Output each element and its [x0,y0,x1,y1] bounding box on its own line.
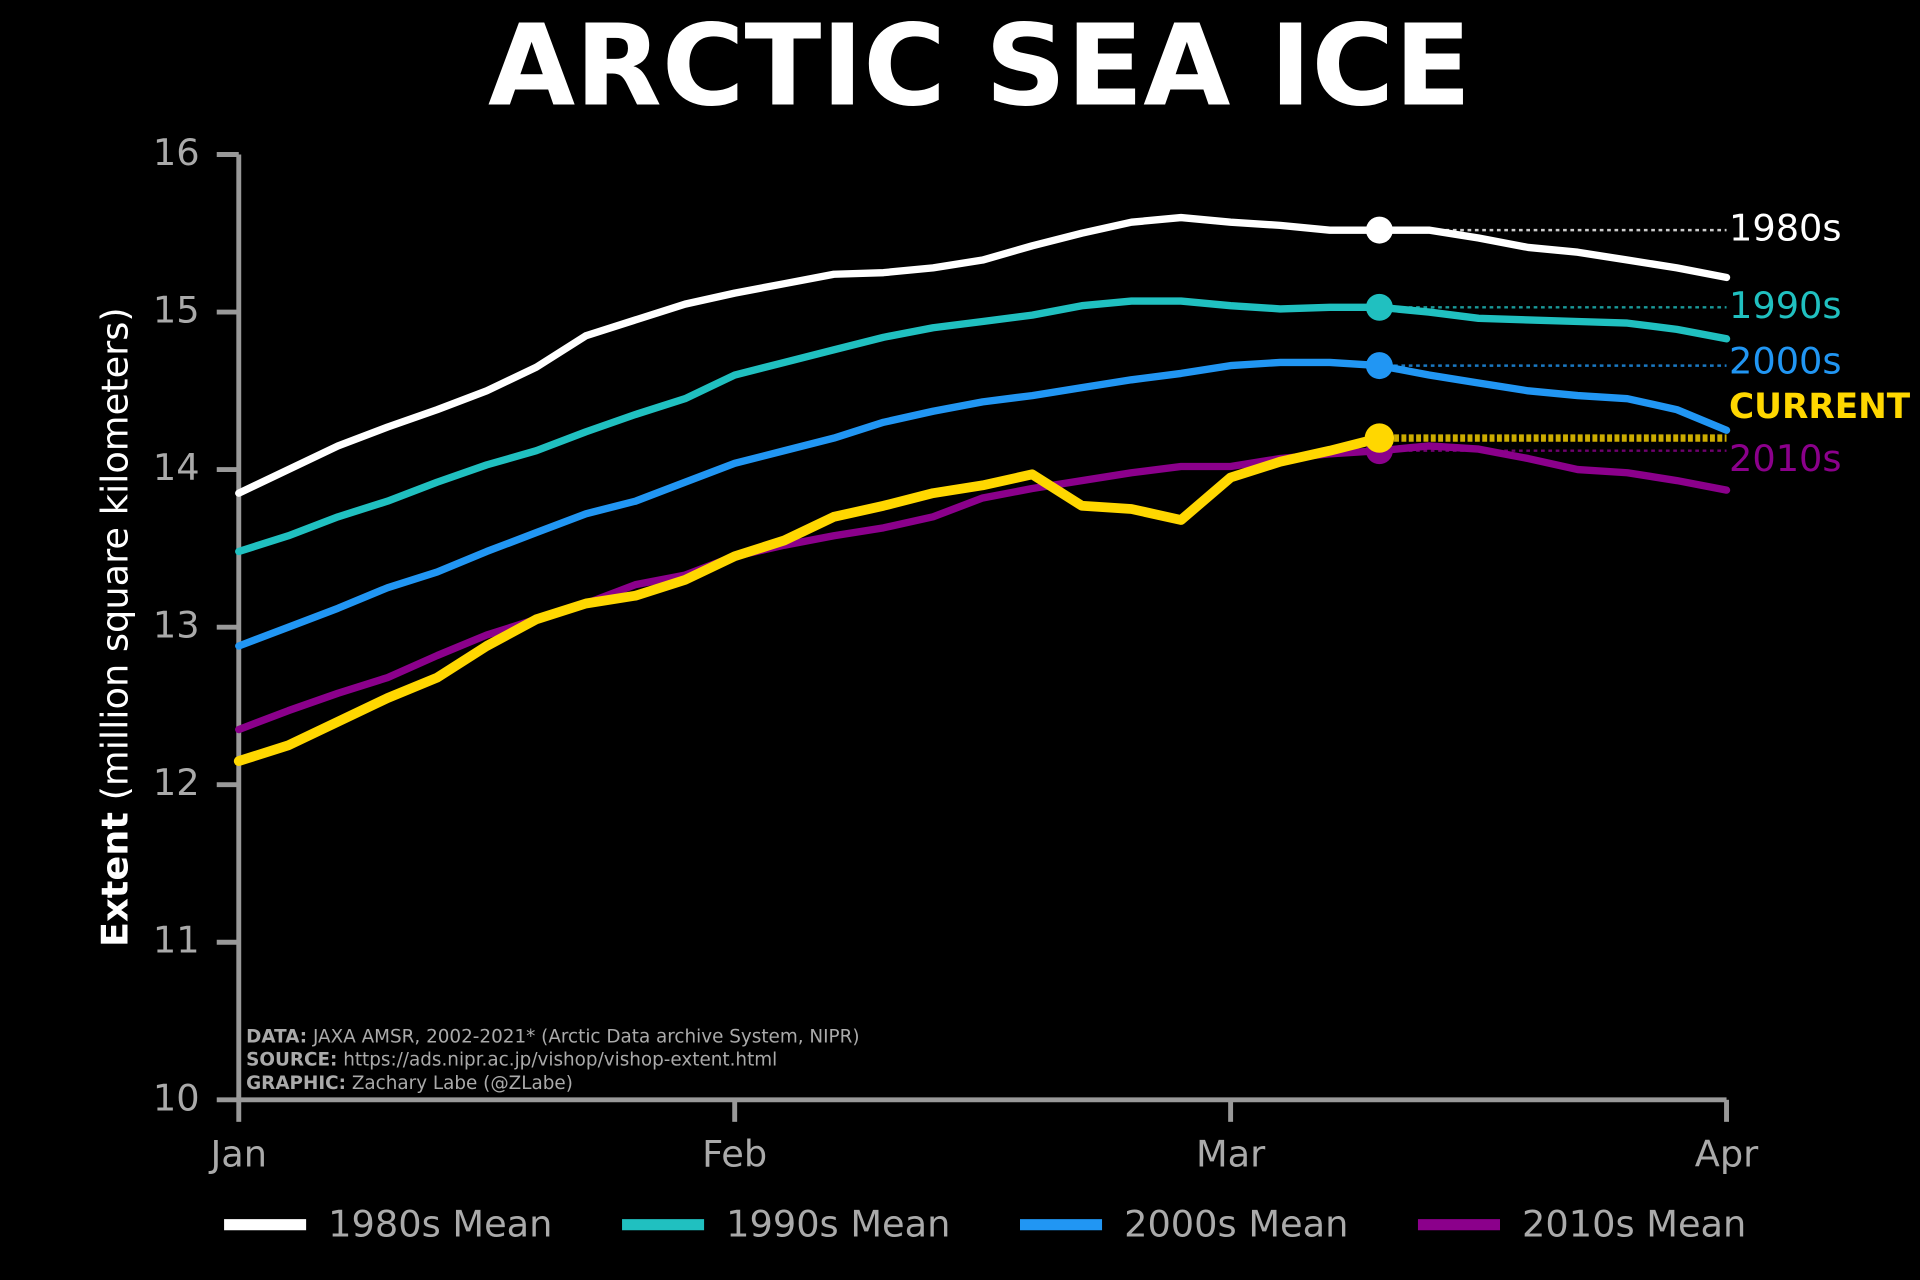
x-tick-label: Jan [208,1133,267,1176]
legend-label: 1990s Mean [726,1202,950,1245]
source-note: GRAPHIC: Zachary Labe (@ZLabe) [246,1073,573,1094]
x-tick-label: Feb [702,1133,767,1176]
y-tick-label: 11 [153,919,200,962]
end-marker [1365,293,1393,321]
y-tick-label: 16 [153,131,200,174]
end-marker [1364,423,1395,453]
source-note-text: JAXA AMSR, 2002-2021* (Arctic Data archi… [312,1026,860,1047]
series-line [233,433,1385,766]
source-note-label: GRAPHIC: [246,1073,346,1094]
y-tick-label: 14 [153,446,200,489]
x-tick-label: Apr [1695,1133,1759,1176]
end-label: 2010s [1729,437,1842,480]
legend-label: 2010s Mean [1522,1202,1746,1245]
end-label: CURRENT [1729,387,1911,427]
series-line [235,442,1731,734]
source-note-label: SOURCE: [246,1050,337,1071]
legend-label: 1980s Mean [328,1202,552,1245]
y-axis-title-bold: Extent [93,812,136,947]
end-label: 1990s [1729,284,1842,327]
y-tick-label: 10 [153,1076,200,1119]
series-line [235,213,1731,497]
y-axis-title-rest: (million square kilometers) [93,307,136,800]
y-tick-label: 15 [153,289,200,332]
chart-title: ARCTIC SEA ICE [488,0,1471,131]
end-marker [1365,216,1393,244]
series-line [235,358,1731,650]
y-tick-label: 13 [153,604,200,647]
y-axis-title: Extent (million square kilometers) [93,307,136,947]
source-note: DATA: JAXA AMSR, 2002-2021* (Arctic Data… [246,1026,859,1047]
end-label: 1980s [1729,207,1842,250]
source-note-label: DATA: [246,1026,307,1047]
end-label: 2000s [1729,340,1842,383]
source-note-text: Zachary Labe (@ZLabe) [352,1073,573,1094]
source-note: SOURCE: https://ads.nipr.ac.jp/vishop/vi… [246,1050,777,1071]
y-tick-label: 12 [153,761,200,804]
x-tick-label: Mar [1196,1133,1266,1176]
source-note-text: https://ads.nipr.ac.jp/vishop/vishop-ext… [343,1050,777,1071]
series-line [235,297,1731,556]
end-marker [1365,352,1393,380]
legend-label: 2000s Mean [1124,1202,1348,1245]
